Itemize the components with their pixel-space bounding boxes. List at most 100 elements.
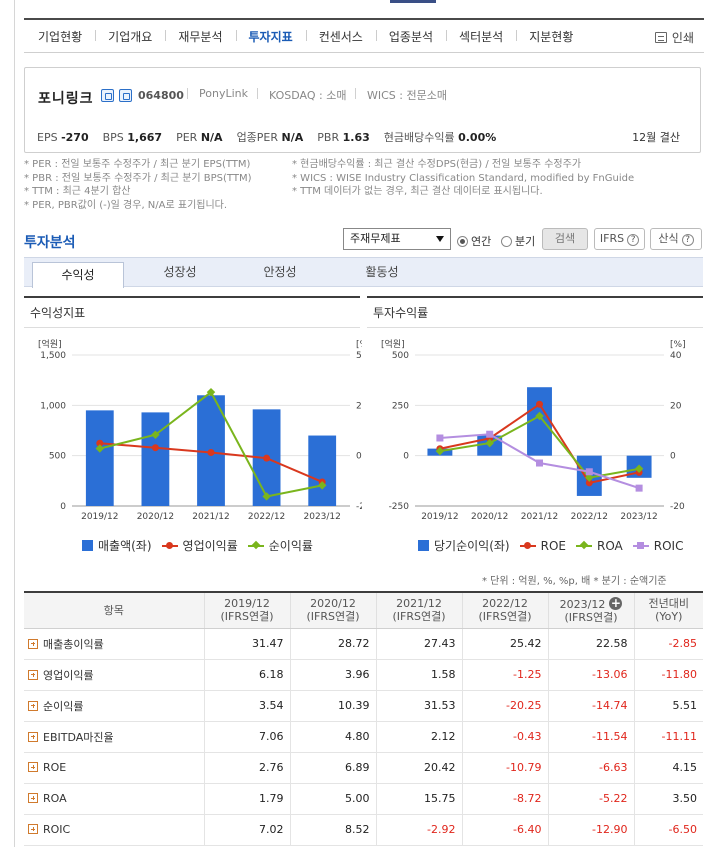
- data-point: [486, 430, 494, 438]
- value-cell: -13.06: [547, 659, 634, 691]
- footnote: * WICS : WISE Industry Classification St…: [292, 172, 635, 184]
- legend-item[interactable]: ROE: [519, 539, 566, 553]
- company-info-box: 포니링크 064800 PonyLink KOSDAQ : 소매 WICS : …: [24, 67, 701, 153]
- radio-annual[interactable]: 연간: [457, 233, 491, 249]
- profitability-chart: [억원] [%] 0 -25 500 0 1,000 25 1,500 50 2019/12 2020…: [38, 338, 362, 522]
- ifrs-help-button[interactable]: IFRS?: [594, 228, 645, 250]
- value-cell: -11.54: [547, 721, 634, 753]
- value-cell: -11.11: [633, 721, 703, 753]
- legend-item[interactable]: 순이익률: [247, 537, 313, 554]
- x-tick-label: 2020/12: [137, 512, 174, 522]
- analysis-tabs: 수익성 성장성 안정성 활동성: [24, 257, 703, 288]
- stat-eps: EPS -270: [37, 130, 89, 144]
- header-period: 2019/12 (IFRS연결): [203, 591, 290, 629]
- nav-item-investment-indicators[interactable]: 투자지표: [235, 28, 306, 45]
- question-icon: ?: [681, 234, 694, 246]
- data-point: [262, 492, 271, 501]
- value-cell: -2.85: [633, 628, 703, 660]
- ifrs-label: IFRS: [599, 232, 625, 245]
- left-axis-unit: [억원]: [38, 338, 62, 350]
- home-icon[interactable]: [101, 89, 114, 102]
- nav-item-company-overview[interactable]: 기업개요: [95, 28, 165, 45]
- y-tick-left: 0: [403, 452, 409, 462]
- expand-plus-icon[interactable]: [28, 824, 38, 834]
- footnotes-left: * PER : 전일 보통주 수정주가 / 최근 분기 EPS(TTM) * P…: [24, 158, 252, 212]
- value-cell: 5.00: [289, 783, 376, 815]
- add-column-icon[interactable]: +: [609, 595, 623, 610]
- english-name: PonyLink: [199, 87, 248, 100]
- data-point: [436, 434, 444, 442]
- expand-plus-icon[interactable]: [28, 793, 38, 803]
- radio-quarter-label: 분기: [515, 235, 536, 248]
- legend-bar-swatch: [418, 540, 429, 551]
- tab-activity[interactable]: 활동성: [365, 265, 399, 279]
- table-header-row: 항목 2019/12 (IFRS연결) 2020/12 (IFRS연결) 2021/…: [24, 591, 703, 629]
- row-label-cell[interactable]: EBITDA마진율: [24, 721, 204, 753]
- data-point: [536, 459, 543, 467]
- expand-plus-icon[interactable]: [28, 638, 38, 649]
- nav-item-consensus[interactable]: 컨센서스: [305, 28, 376, 45]
- stats-row: EPS -270 BPS 1,667 PER N/A 업종PER N/A PBR…: [37, 129, 692, 145]
- row-label-cell[interactable]: ROE: [24, 752, 204, 784]
- legend-bar-swatch: [82, 540, 93, 551]
- tab-stability[interactable]: 안정성: [263, 265, 297, 279]
- value-cell: -12.90: [547, 814, 634, 846]
- legend-item[interactable]: 매출액(좌): [82, 537, 152, 554]
- value-cell: 3.96: [289, 659, 376, 691]
- expand-plus-icon[interactable]: [28, 669, 38, 680]
- right-axis-unit: [%]: [356, 340, 362, 350]
- expand-plus-icon[interactable]: [28, 731, 38, 742]
- formula-help-button[interactable]: 산식?: [650, 228, 702, 250]
- print-button[interactable]: 인쇄: [654, 29, 694, 46]
- row-label-cell[interactable]: ROA: [24, 783, 204, 815]
- stat-dividend-yield: 현금배당수익률 0.00%: [383, 131, 497, 144]
- expand-plus-icon[interactable]: [28, 700, 38, 711]
- expand-plus-icon[interactable]: [28, 762, 38, 772]
- tab-profitability[interactable]: 수익성: [32, 262, 124, 288]
- legend-return: 당기순이익(좌) ROE ROA ROIC: [418, 537, 693, 554]
- question-icon: ?: [627, 234, 640, 246]
- value-cell: -6.63: [547, 752, 634, 784]
- nav-item-company-status[interactable]: 기업현황: [38, 29, 83, 44]
- row-label-cell[interactable]: 영업이익률: [24, 659, 204, 691]
- footnote: * PER, PBR값이 (-)일 경우, N/A로 표기됩니다.: [24, 199, 228, 211]
- unit-note: * 단위 : 억원, %, %p, 배 * 분기 : 순액기준: [482, 576, 667, 587]
- header-period: 2020/12 (IFRS연결): [289, 591, 376, 629]
- stat-pbr: PBR 1.63: [317, 130, 370, 144]
- tab-growth[interactable]: 성장성: [163, 265, 197, 279]
- legend-line-swatch: [247, 540, 264, 551]
- radio-unchecked-icon: [501, 235, 512, 247]
- value-cell: 1.58: [375, 659, 462, 691]
- bar: [308, 435, 337, 506]
- building-icon[interactable]: [119, 89, 132, 102]
- row-label-cell[interactable]: ROIC: [24, 814, 204, 846]
- search-button[interactable]: 검색: [542, 228, 588, 250]
- footnote: * TTM : 최근 4분기 합산: [24, 186, 131, 198]
- nav-item-sector-analysis[interactable]: 섹터분석: [446, 28, 516, 45]
- y-tick-left: -250: [389, 502, 410, 512]
- settlement-month: 12월 결산: [632, 131, 680, 144]
- legend-item[interactable]: 당기순이익(좌): [418, 537, 510, 554]
- table-row: ROE 2.76 6.89 20.42 -10.79 -6.63 4.15: [24, 752, 703, 784]
- header-period: 2022/12 (IFRS연결): [461, 591, 548, 629]
- legend-item[interactable]: ROA: [575, 539, 623, 553]
- value-cell: -6.50: [633, 814, 703, 846]
- header-period: 2023/12 + (IFRS연결): [547, 591, 634, 629]
- legend-line-swatch: [575, 540, 592, 551]
- data-point: [585, 473, 594, 482]
- nav-item-industry-analysis[interactable]: 업종분석: [375, 28, 446, 45]
- row-label-cell[interactable]: 매출총이익률: [24, 628, 204, 660]
- top-nav: 기업현황 기업개요 재무분석 투자지표 컨센서스 업종분석 섹터분석 지분현황 …: [24, 18, 704, 53]
- legend-item[interactable]: ROIC: [632, 539, 683, 553]
- statement-select[interactable]: 주재무제표: [343, 228, 451, 250]
- legend-item[interactable]: 영업이익률: [161, 537, 238, 554]
- data-point: [263, 454, 271, 462]
- value-cell: 31.53: [375, 690, 462, 722]
- nav-item-financial-analysis[interactable]: 재무분석: [165, 28, 235, 45]
- x-tick-label: 2022/12: [248, 512, 285, 522]
- row-label: 매출총이익률: [43, 637, 104, 651]
- row-label-cell[interactable]: 순이익률: [24, 690, 204, 722]
- radio-quarter[interactable]: 분기: [501, 233, 535, 249]
- nav-item-shareholding[interactable]: 지분현황: [516, 28, 586, 45]
- y-tick-right: 0: [670, 452, 676, 462]
